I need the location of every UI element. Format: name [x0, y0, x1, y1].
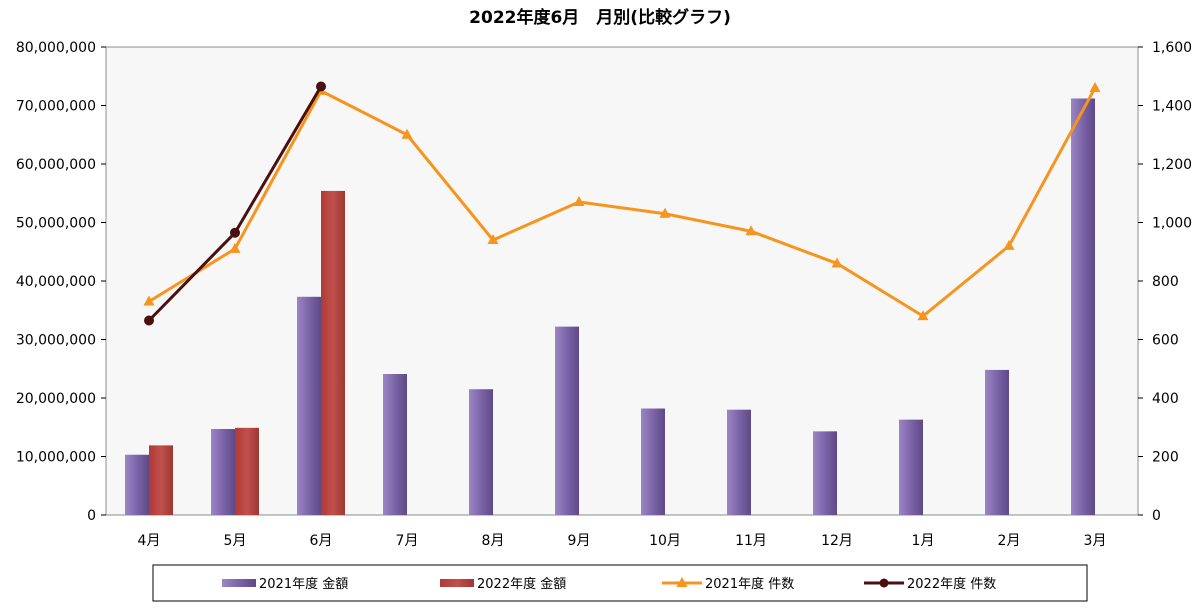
legend-label: 2022年度 金額	[477, 576, 566, 592]
data-point	[831, 257, 843, 268]
legend: 2021年度 金額 2022年度 金額 2021年度 件数 2022年度 件数	[222, 576, 996, 592]
line-series	[143, 81, 1101, 326]
legend-marker	[676, 577, 688, 587]
plot-area	[105, 46, 1139, 516]
legend-marker	[879, 578, 889, 588]
bar	[211, 429, 235, 515]
x-axis-tick-label: 3月	[1084, 533, 1107, 549]
right-axis-tick-label: 400	[1152, 391, 1179, 407]
x-axis-tick-label: 6月	[310, 533, 333, 549]
bar-series	[125, 98, 1095, 515]
x-axis-tick-label: 9月	[568, 533, 591, 549]
bar	[641, 408, 665, 515]
data-point	[144, 315, 154, 326]
x-axis-tick-label: 8月	[482, 533, 505, 549]
legend-label: 2021年度 件数	[705, 576, 794, 592]
right-axis-tick-label: 1,200	[1152, 157, 1192, 173]
data-point	[917, 310, 929, 321]
right-axis-ticks: 0 200 400 600 800 1,000 1,200 1,400 1,600	[1138, 40, 1192, 524]
legend-swatch	[222, 579, 256, 587]
x-axis-tick-label: 5月	[224, 533, 247, 549]
data-point	[745, 225, 757, 236]
chart-title: 2022年度6月 月別(比較グラフ)	[469, 7, 731, 28]
left-axis-tick-label: 10,000,000	[16, 450, 96, 466]
x-axis-tick-label: 2月	[998, 533, 1021, 549]
right-axis-tick-label: 1,000	[1152, 216, 1192, 232]
bar	[555, 326, 579, 515]
bar	[297, 296, 321, 515]
bar	[383, 374, 407, 515]
data-point	[230, 227, 240, 238]
series-line	[148, 87, 1097, 318]
left-axis-tick-label: 70,000,000	[16, 99, 96, 115]
bar	[235, 427, 259, 515]
legend-label: 2022年度 件数	[907, 576, 996, 592]
x-axis-tick-label: 12月	[821, 533, 853, 549]
x-axis-tick-label: 1月	[912, 533, 935, 549]
right-axis-tick-label: 1,400	[1152, 99, 1192, 115]
right-axis-tick-label: 800	[1152, 274, 1179, 290]
legend-label: 2021年度 金額	[259, 576, 348, 592]
x-axis-tick-label: 10月	[649, 533, 681, 549]
bar	[1071, 98, 1095, 515]
left-axis-tick-label: 0	[87, 508, 96, 524]
data-point	[143, 295, 155, 306]
left-axis-ticks: 0 10,000,000 20,000,000 30,000,000 40,000,00…	[16, 40, 106, 524]
data-point	[1089, 81, 1101, 92]
left-axis-tick-label: 60,000,000	[16, 157, 96, 173]
data-point	[1003, 239, 1015, 250]
right-axis-tick-label: 200	[1152, 450, 1179, 466]
data-point	[401, 128, 413, 139]
bar	[321, 190, 345, 515]
bar	[125, 454, 149, 515]
data-point	[487, 234, 499, 245]
x-axis-ticks: 4月 5月 6月 7月 8月 9月 10月 11月 12月 1月 2月 3月	[138, 533, 1107, 549]
legend-box	[152, 564, 1088, 602]
left-axis-tick-label: 40,000,000	[16, 274, 96, 290]
bar	[149, 445, 173, 515]
x-axis-tick-label: 7月	[396, 533, 419, 549]
left-axis-tick-label: 50,000,000	[16, 216, 96, 232]
right-axis-tick-label: 600	[1152, 333, 1179, 349]
bar	[899, 419, 923, 515]
right-axis-tick-label: 1,600	[1152, 40, 1192, 56]
legend-swatch	[440, 579, 474, 587]
data-point	[316, 81, 326, 92]
x-axis-tick-label: 11月	[735, 533, 767, 549]
data-point	[229, 242, 241, 253]
bar	[813, 431, 837, 515]
left-axis-tick-label: 80,000,000	[16, 40, 96, 56]
left-axis-tick-label: 30,000,000	[16, 333, 96, 349]
bar	[727, 409, 751, 515]
x-axis-tick-label: 4月	[138, 533, 161, 549]
left-axis-tick-label: 20,000,000	[16, 391, 96, 407]
right-axis-tick-label: 0	[1152, 508, 1161, 524]
bar	[469, 389, 493, 515]
data-point	[573, 196, 585, 207]
bar	[985, 369, 1009, 515]
data-point	[659, 207, 671, 218]
